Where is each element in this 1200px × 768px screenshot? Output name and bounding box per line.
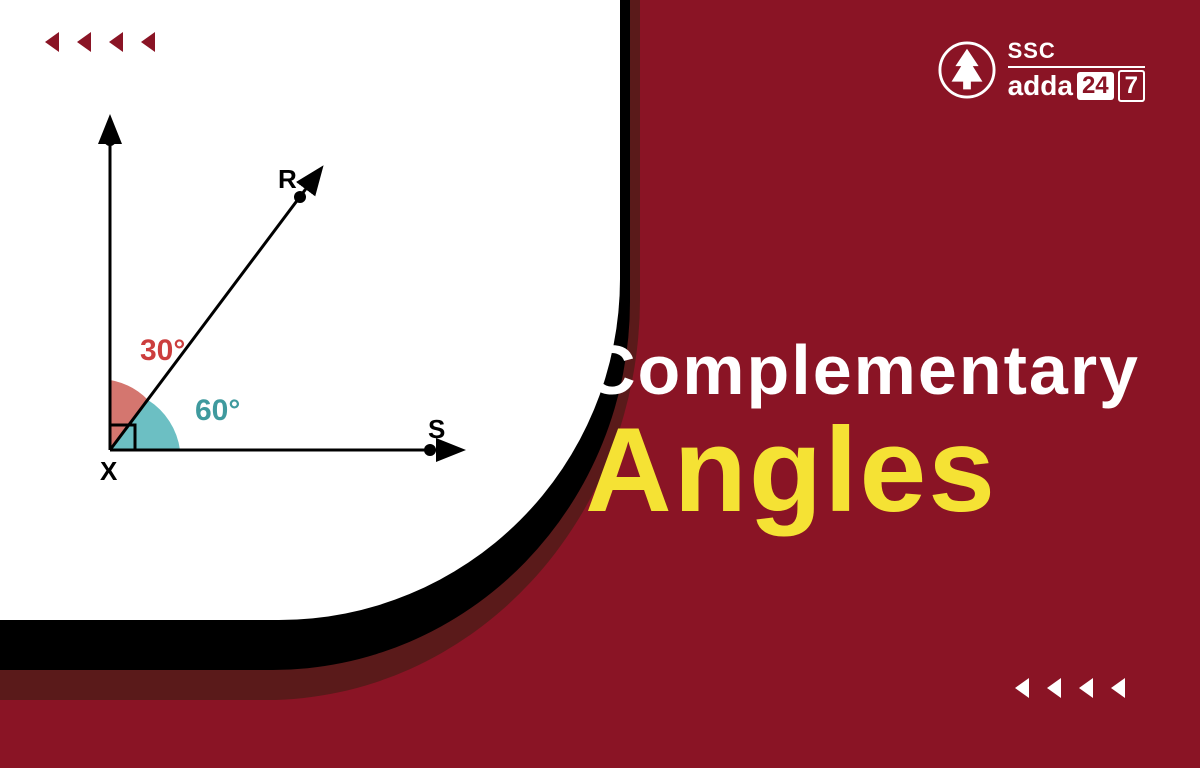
tree-icon [938,41,996,99]
bottom-arrow-decoration [1015,678,1125,698]
label-r: R [278,164,297,194]
angle-30-label: 30° [140,334,185,367]
top-arrow-decoration [45,32,155,52]
angle-60-label: 60° [195,394,240,427]
title-line-1: Complementary [585,330,1140,410]
title: Complementary Angles [585,330,1140,530]
brand-logo: SSC adda 24 7 [938,38,1145,102]
point-q [104,134,116,146]
brand-num-24: 24 [1077,72,1114,100]
label-x: X [100,456,118,486]
point-s [424,444,436,456]
angle-diagram: Q R S X 30° 60° [90,110,490,490]
label-s: S [428,414,445,444]
title-line-2: Angles [585,410,1140,530]
brand-text: adda [1008,70,1073,102]
brand-num-7: 7 [1118,70,1145,102]
ssc-label: SSC [1008,38,1145,68]
